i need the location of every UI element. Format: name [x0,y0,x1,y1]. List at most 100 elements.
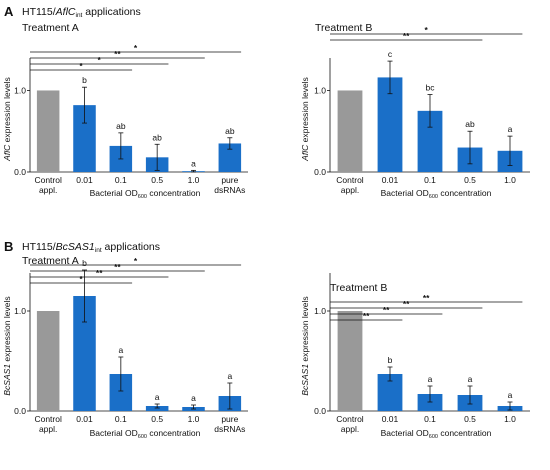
significance-letter: a [227,371,232,381]
bar [337,90,363,172]
x-axis-label-main: Bacterial OD [90,428,138,438]
x-tick-label: 1.0 [188,175,200,185]
section-b-title-main: HT115/ [22,241,56,253]
y-axis-label: BcSAS1 expression levels [2,296,12,395]
bar [36,90,60,172]
x-axis-label-tail: concentration [147,188,201,198]
x-axis-label-sub: 600 [138,434,147,440]
bar [73,105,96,172]
x-tick-label: pure [221,175,238,185]
significance-letter: a [191,158,196,168]
x-axis-label-tail: concentration [147,428,201,438]
significance-stars: * [79,61,83,71]
significance-letter: b [82,75,87,85]
y-tick-label: 1.0 [14,306,26,316]
x-axis-label: Bacterial OD600 concentration [381,428,492,440]
x-tick-label: 0.01 [382,175,399,185]
y-axis-label-rest: expression levels [300,77,310,145]
y-axis-label-gene: BcSAS1 [300,364,310,396]
x-tick-label: 0.1 [424,175,436,185]
significance-letter: a [508,124,513,134]
x-tick-label: 0.5 [151,175,163,185]
section-a-title-sub: int [76,12,83,19]
section-a-title-main: HT115/ [22,6,56,18]
significance-stars: ** [403,299,410,309]
x-axis-label-main: Bacterial OD [90,188,138,198]
y-axis-label: AflC expression levels [2,77,12,162]
significance-stars: * [98,55,102,65]
significance-letter: a [468,374,473,384]
x-axis-label-tail: concentration [438,188,492,198]
chart-title: Treatment A [22,255,79,267]
y-tick-label: 1.0 [314,85,326,95]
section-a-title-gene: AflC [55,6,76,18]
significance-letter: bc [426,83,436,93]
x-tick-label: Control [34,414,62,424]
x-tick-label: 0.1 [424,414,436,424]
significance-stars: ** [96,268,103,278]
section-b-title: HT115/BcSAS1int applications [22,241,160,254]
y-axis-label: AflC expression levels [300,77,310,162]
significance-letter: ab [465,119,475,129]
bar [73,296,96,411]
significance-letter: b [82,258,87,268]
x-tick-label: appl. [341,424,359,434]
significance-stars: ** [403,31,410,41]
significance-letter: b [388,355,393,365]
x-tick-label: Control [34,175,62,185]
x-tick-label: 0.5 [151,414,163,424]
x-tick-label: 0.1 [115,414,127,424]
significance-stars: ** [363,311,370,321]
x-tick-label: dsRNAs [214,424,245,434]
x-tick-label: 1.0 [504,414,516,424]
x-axis-label-sub: 600 [429,434,438,440]
x-axis-label: Bacterial OD600 concentration [90,188,201,200]
bar [36,311,60,411]
x-axis-label-tail: concentration [438,428,492,438]
x-tick-label: 0.01 [76,175,93,185]
significance-stars: * [134,256,138,266]
x-axis-label-main: Bacterial OD [381,188,429,198]
significance-letter: ab [116,121,126,131]
y-axis-label-gene: BcSAS1 [2,364,12,396]
x-tick-label: 1.0 [188,414,200,424]
x-axis-label-sub: 600 [429,194,438,200]
bar [145,406,169,411]
y-axis-label-rest: expression levels [2,296,12,364]
y-axis-label-gene: AflC [300,144,310,162]
y-tick-label: 0.0 [14,167,26,177]
significance-letter: a [428,374,433,384]
section-b-title-tail: applications [102,241,160,253]
section-a-title-tail: applications [82,6,140,18]
chart-title: Treatment B [315,22,372,34]
bar [109,374,133,411]
x-tick-label: appl. [39,185,57,195]
x-tick-label: Control [336,175,364,185]
y-tick-label: 0.0 [14,406,26,416]
x-tick-label: 0.1 [115,175,127,185]
x-tick-label: 0.01 [76,414,93,424]
x-tick-label: Control [336,414,364,424]
x-tick-label: 0.01 [382,414,399,424]
y-axis-label: BcSAS1 expression levels [300,296,310,395]
significance-stars: ** [383,305,390,315]
x-tick-label: appl. [39,424,57,434]
y-axis-label-rest: expression levels [300,296,310,364]
y-axis-label-rest: expression levels [2,77,12,145]
y-tick-label: 0.0 [314,167,326,177]
y-tick-label: 1.0 [314,306,326,316]
significance-stars: ** [114,49,121,59]
significance-letter: c [388,49,393,59]
section-a-letter: A [4,4,14,19]
panel-b-treatment-b: Treatment B 0.0 1.0 BcSAS1 expression level… [300,273,530,440]
y-tick-label: 0.0 [314,406,326,416]
chart-title: Treatment B [330,282,387,294]
significance-stars: ** [423,293,430,303]
section-a-title: HT115/AflCint applications [22,6,141,19]
significance-letter: ab [152,132,162,142]
significance-letter: a [508,390,513,400]
x-tick-label: 0.5 [464,414,476,424]
section-b-title-sub: int [95,247,102,254]
